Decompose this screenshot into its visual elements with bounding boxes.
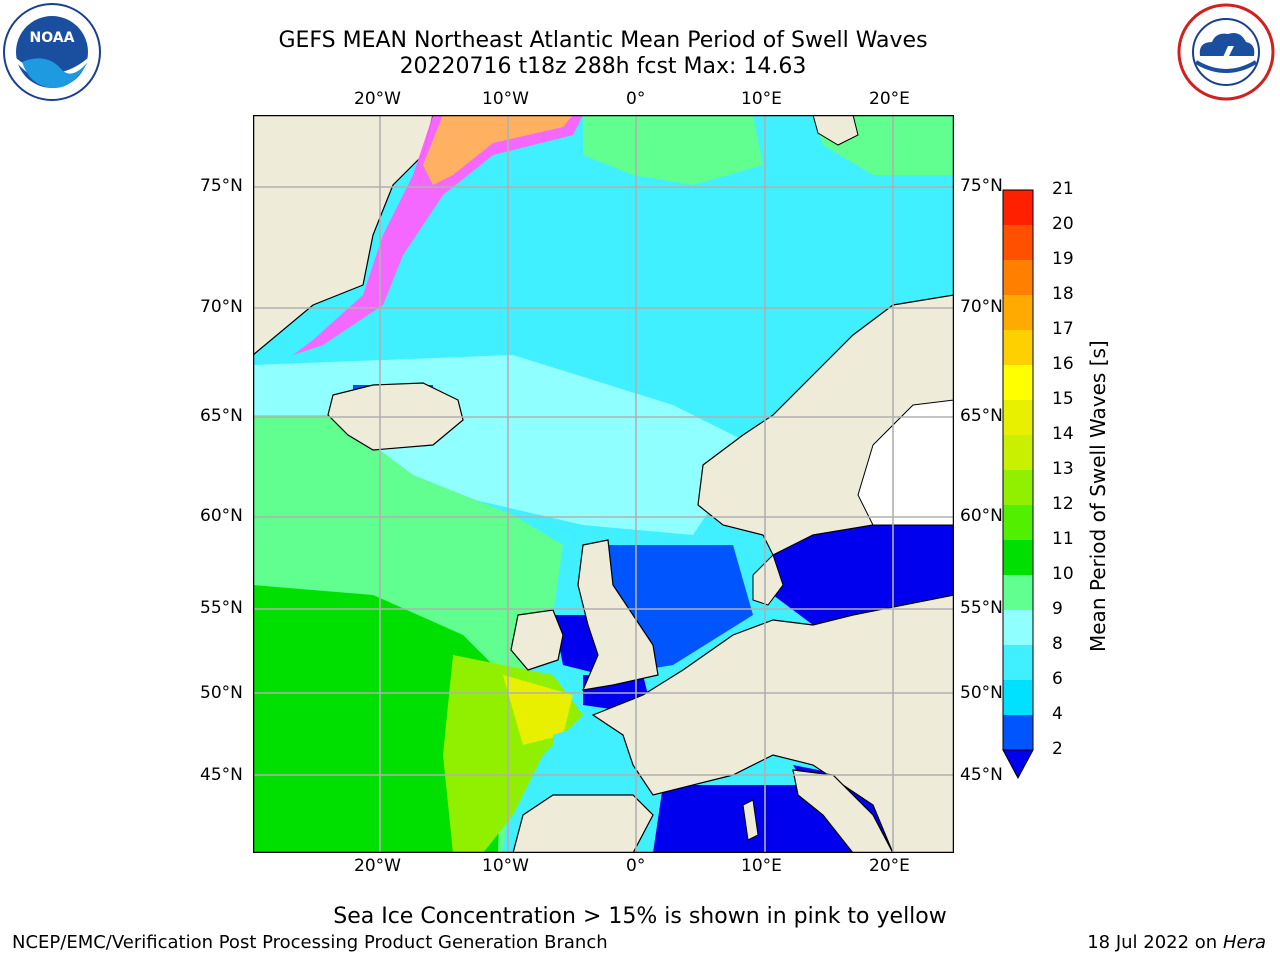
lon-label-bottom-10e: 10°E [741,856,782,876]
colorbar-outline [1002,189,1034,751]
lon-label-top-10e: 10°E [741,89,782,109]
noaa-logo-icon: NOAA [2,2,102,102]
colorbar-tick-label: 6 [1052,669,1063,689]
colorbar-tick-label: 14 [1052,424,1074,444]
land-ireland [510,609,564,671]
field-cyan-north [403,115,954,415]
colorbar-tick-label: 4 [1052,704,1063,724]
lat-label-right-50n: 50°N [960,683,1003,703]
lon-label-top-20w: 20°W [354,89,401,109]
colorbar-tick-label: 16 [1052,354,1074,374]
nws-logo-icon [1176,2,1276,102]
colorbar-title: Mean Period of Swell Waves [s] [1086,340,1110,652]
field-deepblue-baltic [773,525,954,625]
colorbar-tick-labels: 2 4 6 8 9 10 11 12 13 14 15 16 17 18 19 20 21 [1052,179,1092,770]
colorbar-extend-arrow [1002,749,1034,780]
colorbar-tick-label: 21 [1052,179,1074,199]
lat-label-left-65n: 65°N [200,406,243,426]
field-cyan-biscay [553,715,623,805]
graticule [253,115,954,853]
colorbar-swatch [1003,680,1033,715]
land-italy [792,769,894,853]
lat-label-right-70n: 70°N [960,297,1003,317]
lat-label-left-45n: 45°N [200,765,243,785]
footer-date: 18 Jul 2022 on Hera [1087,932,1266,953]
colorbar-swatch [1003,295,1033,330]
lat-label-left-50n: 50°N [200,683,243,703]
colorbar-swatch [1003,505,1033,540]
lon-label-top-20e: 20°E [869,89,910,109]
colorbar-swatch [1003,330,1033,365]
colorbar-swatch [1003,435,1033,470]
colorbar-swatch [1003,540,1033,575]
lon-label-top-0: 0° [626,89,646,109]
field-brightgreen-atlantic [253,585,503,853]
land-svalbard [812,115,859,146]
lat-label-left-55n: 55°N [200,598,243,618]
colorbar-tick-label: 12 [1052,494,1074,514]
colorbar-tick-label: 18 [1052,284,1074,304]
lat-label-left-60n: 60°N [200,506,243,526]
colorbar-swatch [1003,610,1033,645]
land-continental-europe [591,594,954,853]
colorbar-swatch [1003,260,1033,295]
gulf-of-bothnia [857,399,954,526]
lon-label-bottom-0: 0° [626,856,646,876]
field-green-north [583,115,763,185]
lat-label-right-45n: 45°N [960,765,1003,785]
footer-organization: NCEP/EMC/Verification Post Processing Pr… [12,932,608,953]
land-denmark [752,554,784,606]
colorbar-tick-label: 19 [1052,249,1074,269]
lon-label-bottom-10w: 10°W [482,856,529,876]
colorbar-swatch [1003,470,1033,505]
colorbar-swatch [1003,575,1033,610]
sea-ice-greenland [293,115,583,355]
colorbar-swatch [1003,715,1033,750]
chart-title: GEFS MEAN Northeast Atlantic Mean Period… [278,28,928,53]
chart-forecast-info: 20220716 t18z 288h fcst Max: 14.63 [399,54,807,79]
lat-label-left-70n: 70°N [200,297,243,317]
sea-ice-note: Sea Ice Concentration > 15% is shown in … [333,904,947,929]
lat-label-right-55n: 55°N [960,598,1003,618]
colorbar-tick-label: 20 [1052,214,1074,234]
colorbar-tick-label: 17 [1052,319,1074,339]
colorbar [1000,185,1050,785]
colorbar-tick-label: 9 [1052,599,1063,619]
colorbar-tick-label: 15 [1052,389,1074,409]
lat-label-left-75n: 75°N [200,176,243,196]
swell-period-map [253,115,954,853]
map-panel [253,115,954,853]
colorbar-swatch [1003,190,1033,225]
colorbar-swatch [1003,645,1033,680]
colorbar-swatch [1003,365,1033,400]
colorbar-tick-label: 10 [1052,564,1074,584]
sea-ice-orange [423,115,573,185]
map-border [253,115,954,853]
colorbar-tick-label: 11 [1052,529,1074,549]
lon-label-bottom-20e: 20°E [869,856,910,876]
colorbar-swatch [1003,225,1033,260]
colorbar-tick-label: 8 [1052,634,1063,654]
lon-label-top-10w: 10°W [482,89,529,109]
footer-machine: Hera [1222,932,1266,953]
land-corsica-sardinia [742,799,759,841]
footer-date-text: 18 Jul 2022 on [1087,932,1223,953]
lat-label-right-60n: 60°N [960,506,1003,526]
colorbar-tick-label: 13 [1052,459,1074,479]
lon-label-bottom-20w: 20°W [354,856,401,876]
land-iberia [512,794,654,853]
colorbar-swatches [1002,189,1034,780]
colorbar-tick-label: 2 [1052,739,1063,759]
lat-label-right-65n: 65°N [960,406,1003,426]
lat-label-right-75n: 75°N [960,176,1003,196]
noaa-logo-text: NOAA [30,30,75,46]
colorbar-swatch [1003,400,1033,435]
